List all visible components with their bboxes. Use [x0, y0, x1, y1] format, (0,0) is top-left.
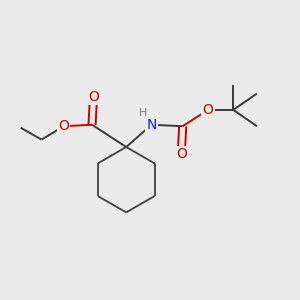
- Text: N: N: [146, 118, 157, 132]
- Text: O: O: [176, 148, 187, 161]
- Text: O: O: [88, 89, 99, 103]
- Text: H: H: [139, 108, 147, 118]
- Text: O: O: [58, 119, 69, 133]
- Text: O: O: [202, 103, 213, 117]
